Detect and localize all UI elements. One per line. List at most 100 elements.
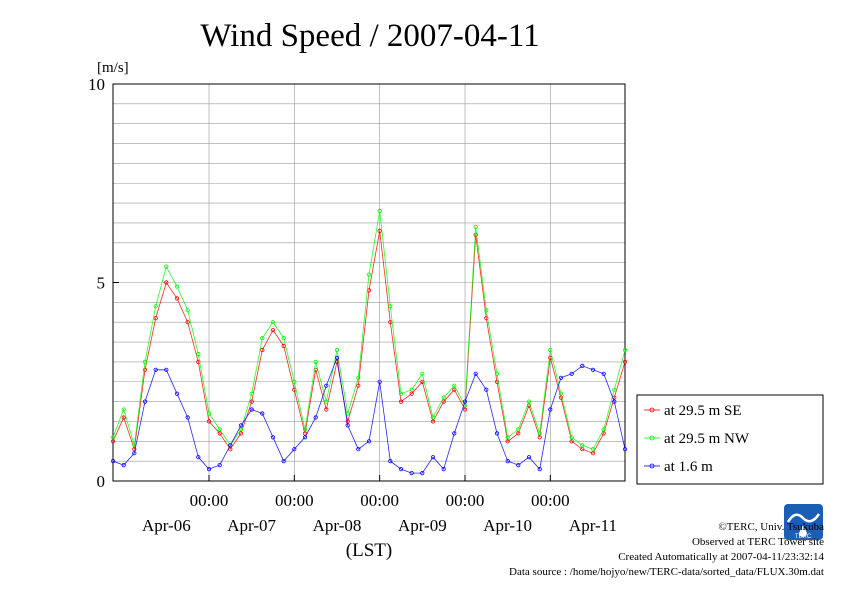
y-tick-label: 0: [97, 472, 106, 491]
data-point: [270, 435, 276, 440]
data-point: [206, 411, 212, 416]
data-point: [537, 466, 542, 472]
data-point: [164, 264, 169, 269]
data-point: [356, 383, 361, 388]
y-tick-label: 10: [88, 75, 105, 94]
data-point: [228, 443, 233, 448]
data-point: [601, 427, 606, 432]
data-point: [590, 447, 596, 452]
data-point: [153, 304, 158, 309]
data-point: [238, 431, 244, 436]
data-point: [505, 439, 510, 444]
data-point: [388, 304, 393, 309]
data-point: [526, 455, 532, 460]
data-point: [494, 431, 500, 436]
data-point: [281, 458, 286, 464]
legend-swatch-marker: [649, 407, 655, 413]
x-axis-ticks: 00:00 00:00 00:00 00:00 00:00 Apr-06 Apr-07 Apr…: [142, 475, 617, 535]
data-point: [398, 399, 404, 404]
data-point: [281, 335, 286, 341]
legend-swatch-marker: [649, 463, 655, 469]
y-axis-ticks: 0 5 10: [88, 75, 119, 491]
data-point: [516, 427, 521, 432]
data-point: [260, 335, 265, 341]
data-point: [580, 363, 585, 368]
data-point: [601, 371, 606, 376]
data-point: [377, 379, 382, 384]
observed-text: Observed at TERC Tower site: [691, 536, 824, 548]
series-2: [110, 355, 628, 476]
data-point: [217, 462, 222, 468]
x-tick-label: 00:00: [190, 491, 229, 510]
data-point: [473, 224, 478, 229]
legend: at 29.5 m SE at 29.5 m NW at 1.6 m: [636, 394, 824, 485]
data-point: [110, 435, 116, 440]
data-point: [313, 359, 318, 364]
data-point: [366, 439, 372, 444]
data-point: [420, 371, 425, 376]
series-line: [112, 210, 626, 450]
x-tick-label: 00:00: [275, 491, 314, 510]
legend-item: at 29.5 m SE: [644, 403, 742, 419]
data-point: [260, 411, 265, 416]
data-point: [505, 458, 510, 464]
data-point: [185, 308, 190, 313]
data-point: [110, 458, 116, 464]
svg-text:TERC: TERC: [795, 534, 812, 540]
data-point: [249, 407, 254, 412]
data-point: [558, 395, 564, 400]
data-point: [334, 347, 340, 353]
series-line: [112, 230, 626, 454]
date-label: Apr-07: [227, 516, 276, 535]
data-point: [484, 308, 489, 313]
data-point: [420, 470, 425, 476]
data-point: [302, 435, 308, 440]
data-point: [601, 431, 606, 436]
data-point: [462, 407, 468, 412]
data-point: [164, 367, 169, 372]
data-point: [430, 455, 436, 460]
data-point: [388, 458, 393, 464]
data-point: [142, 359, 148, 364]
data-point: [164, 280, 169, 285]
data-point: [398, 466, 404, 472]
data-point: [356, 375, 361, 380]
created-text: Created Automatically at 2007-04-11/23:3…: [618, 551, 824, 563]
data-point: [558, 375, 564, 380]
data-point: [270, 327, 276, 333]
data-point: [430, 419, 436, 424]
data-point: [174, 391, 180, 396]
data-point: [196, 455, 201, 460]
data-point: [409, 387, 414, 392]
data-point: [238, 423, 244, 428]
data-point: [110, 439, 116, 444]
data-source-text: Data source : /home/hojyo/new/TERC-data/…: [509, 566, 824, 578]
data-point: [409, 391, 414, 396]
data-point: [121, 462, 126, 468]
data-point: [537, 431, 542, 436]
data-point: [292, 447, 297, 452]
data-point: [548, 347, 553, 353]
data-point: [334, 355, 340, 360]
data-point: [356, 447, 361, 452]
legend-item: at 29.5 m NW: [644, 431, 750, 447]
data-point: [441, 466, 446, 472]
data-point: [569, 371, 574, 376]
data-point: [206, 419, 212, 424]
data-point: [452, 431, 457, 436]
data-point: [142, 367, 148, 372]
date-label: Apr-09: [398, 516, 447, 535]
data-point: [313, 415, 318, 420]
data-point: [590, 367, 596, 372]
data-point: [185, 320, 190, 325]
legend-box: [636, 394, 824, 485]
x-axis-label: (LST): [346, 540, 392, 561]
date-label: Apr-08: [313, 516, 362, 535]
data-point: [441, 395, 446, 400]
legend-label: at 29.5 m NW: [664, 431, 750, 447]
legend-swatch-marker: [649, 435, 655, 441]
data-point: [622, 447, 628, 452]
data-point: [494, 371, 500, 376]
data-point: [324, 383, 329, 388]
